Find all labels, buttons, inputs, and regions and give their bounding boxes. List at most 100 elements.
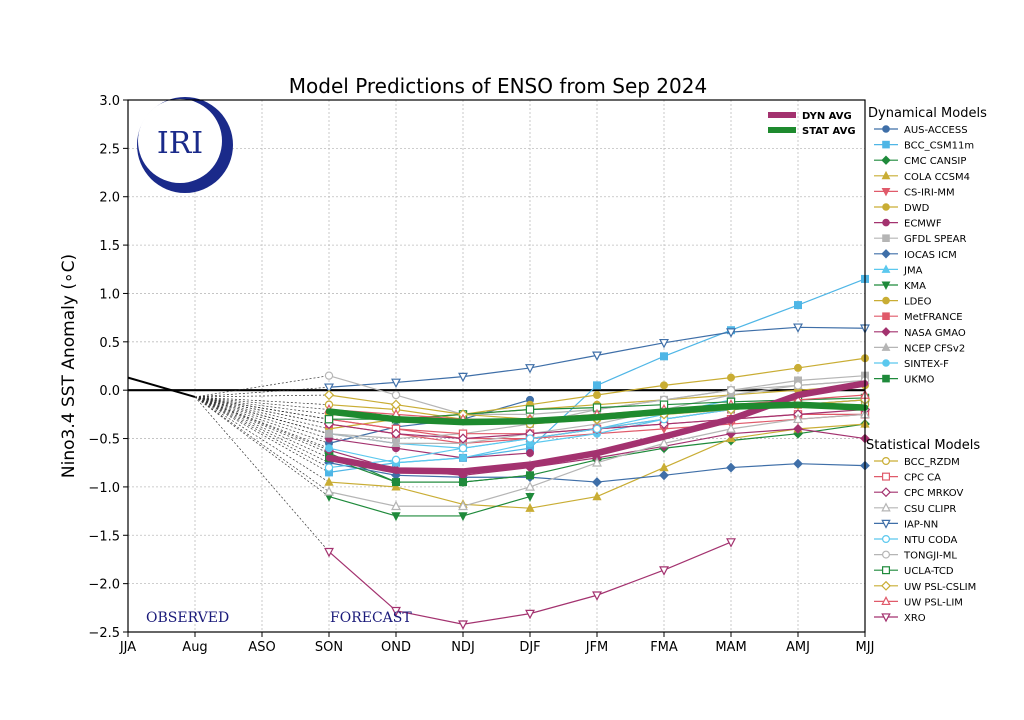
- legend-marker: [881, 550, 890, 559]
- legend-item: MetFRANCE: [874, 312, 963, 323]
- legend-label: UW PSL-CSLIM: [904, 582, 976, 593]
- y-tick-label: 3.0: [99, 94, 120, 109]
- logo-text: IRI: [157, 126, 203, 161]
- data-point: [458, 512, 468, 522]
- x-tick-label: OND: [381, 640, 411, 655]
- series-line: [328, 496, 531, 517]
- legend-item: UW PSL-LIM: [874, 596, 963, 608]
- legend-marker: [881, 187, 891, 197]
- data-point: [391, 500, 401, 511]
- y-tick-label: −2.5: [88, 626, 120, 641]
- legend-label: GFDL SPEAR: [904, 234, 966, 245]
- data-point: [794, 301, 803, 310]
- legend-item: UKMO: [874, 375, 935, 386]
- legend-label: DWD: [904, 203, 930, 214]
- data-point: [592, 424, 602, 434]
- legend-marker: [881, 502, 891, 512]
- legend-label: CS-IRI-MM: [904, 187, 955, 198]
- data-point: [658, 418, 670, 430]
- forecast-spoke: [194, 396, 330, 420]
- forecast-spoke: [194, 396, 330, 483]
- legend-item: IAP-NN: [874, 519, 938, 530]
- data-point: [391, 481, 401, 491]
- x-tick-label: JFM: [585, 640, 609, 655]
- data-point: [726, 328, 736, 338]
- data-point: [391, 378, 401, 389]
- y-tick-label: 1.5: [99, 239, 120, 254]
- legend-item: KMA: [874, 281, 926, 292]
- data-point: [660, 352, 669, 361]
- x-tick-label: FMA: [650, 640, 678, 655]
- data-point: [525, 481, 535, 491]
- series-layer: [127, 274, 871, 630]
- data-point: [525, 492, 535, 502]
- legend-item: CS-IRI-MM: [874, 187, 955, 198]
- legend-item: NCEP CFSv2: [874, 342, 965, 354]
- data-point: [391, 606, 401, 617]
- data-point: [324, 486, 334, 496]
- legend-marker: [881, 457, 890, 466]
- legend-marker: [881, 580, 891, 591]
- data-point: [525, 609, 535, 620]
- data-point: [324, 476, 334, 486]
- y-tick-label: 0.0: [99, 384, 120, 399]
- legend-label: UCLA-TCD: [904, 566, 954, 577]
- data-point: [659, 338, 669, 349]
- data-point: [793, 413, 803, 424]
- legend-marker: [881, 327, 891, 337]
- x-tick-label: AMJ: [786, 640, 810, 655]
- data-point: [525, 503, 535, 512]
- dynamical-legend-title: Dynamical Models: [868, 106, 987, 121]
- x-tick-label: SON: [315, 640, 343, 655]
- series-csu-clipr: [324, 408, 870, 511]
- legend-label: IOCAS ICM: [904, 250, 957, 261]
- series-xro: [324, 538, 736, 630]
- legend-label: ECMWF: [904, 219, 942, 230]
- data-point: [525, 405, 535, 414]
- data-point: [458, 444, 468, 453]
- legend-marker: [881, 519, 891, 529]
- legend-marker: [881, 566, 890, 575]
- series-cola-ccsm4: [324, 418, 870, 512]
- legend-label: UKMO: [904, 375, 935, 386]
- forecast-spoke: [194, 396, 330, 435]
- y-tick-label: −1.0: [88, 481, 120, 496]
- legend-label: CSU CLIPR: [904, 504, 956, 515]
- statistical-legend-title: Statistical Models: [866, 438, 980, 453]
- legend-item: LDEO: [874, 297, 932, 308]
- legend-item: CPC CA: [874, 473, 941, 484]
- grid-layer: [127, 99, 866, 633]
- y-tick-label: 2.5: [99, 142, 120, 157]
- data-point: [391, 478, 400, 487]
- legend-item: GFDL SPEAR: [874, 234, 966, 245]
- y-tick-label: 1.0: [99, 287, 120, 302]
- data-point: [458, 453, 467, 462]
- legend-label: UW PSL-LIM: [904, 597, 963, 608]
- legend-marker: [882, 359, 890, 367]
- legend-label: BCC_CSM11m: [904, 141, 974, 152]
- average-line-stat: [325, 401, 869, 426]
- x-tick-label: NDJ: [451, 640, 475, 655]
- legend-marker: [882, 312, 890, 320]
- legend-label: MetFRANCE: [904, 312, 963, 323]
- data-point: [793, 458, 803, 469]
- forecast-spoke: [194, 396, 330, 454]
- legend-item: UW PSL-CSLIM: [874, 580, 976, 593]
- forecast-spoke: [194, 396, 330, 439]
- y-tick-label: −0.5: [88, 433, 120, 448]
- data-point: [324, 415, 334, 424]
- legend-marker: [881, 264, 891, 273]
- data-point: [793, 423, 803, 434]
- data-point: [793, 381, 803, 390]
- legend-marker: [881, 472, 890, 481]
- legend-label: NCEP CFSv2: [904, 343, 965, 354]
- legend-marker: [881, 596, 891, 606]
- forecast-spoke: [194, 396, 330, 410]
- legend-marker: [881, 170, 891, 180]
- legend-marker: [881, 155, 891, 165]
- data-point: [659, 437, 669, 448]
- data-point: [324, 463, 334, 472]
- legend-item: NTU CODA: [874, 534, 957, 546]
- legend-item: IOCAS ICM: [874, 249, 957, 261]
